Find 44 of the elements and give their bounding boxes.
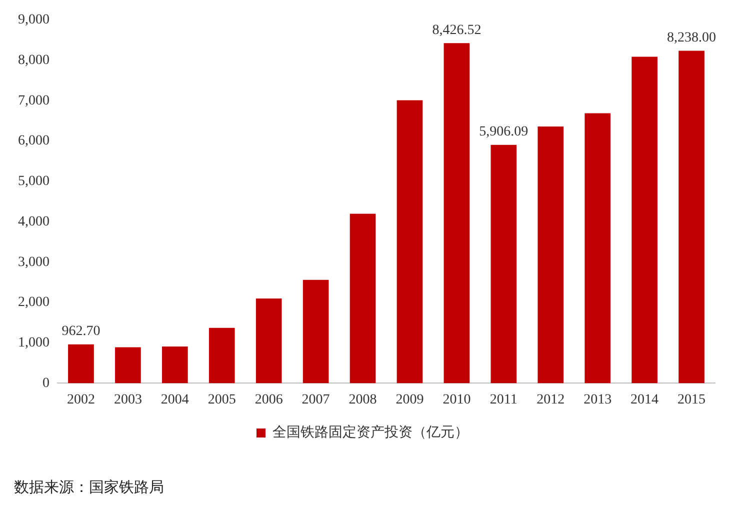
legend-label: 全国铁路固定资产投资（亿元） [272,424,468,441]
bar [444,43,470,384]
x-tick-label: 2007 [302,392,330,408]
x-tick-label: 2010 [442,392,471,408]
y-tick-label: 1,000 [18,336,50,351]
x-tick-label: 2015 [678,392,706,408]
bar [302,280,329,384]
source-note: 数据来源：国家铁路局 [14,478,164,497]
data-label: 962.70 [62,324,100,340]
x-tick-label: 2004 [160,392,189,408]
bar [208,328,235,384]
bar [115,347,141,384]
y-tick-label: 8,000 [18,53,50,68]
y-tick-label: 7,000 [18,93,50,108]
bar [396,100,423,384]
bar [256,298,282,384]
data-label: 8,426.52 [432,22,482,38]
y-tick-label: 9,000 [18,12,50,28]
x-tick-label: 2014 [630,392,659,408]
x-tick-label: 2003 [114,392,142,408]
y-tick-label: 3,000 [18,254,50,270]
y-tick-label: 2,000 [18,295,50,310]
bar [490,144,517,384]
bar [632,56,658,384]
x-tick-label: 2005 [208,392,236,408]
x-tick-label: 2006 [254,392,283,408]
x-tick-label: 2008 [348,392,377,408]
bar [350,214,376,384]
x-tick-label: 2013 [584,392,612,408]
y-tick-label: 5,000 [18,174,50,190]
bar [538,126,564,384]
x-tick-label: 2009 [396,392,424,408]
x-tick-label: 2011 [490,392,518,408]
y-tick-label: 6,000 [18,134,50,149]
y-tick-label: 4,000 [18,214,50,230]
bar [68,344,94,384]
x-tick-label: 2012 [536,392,565,408]
data-label: 8,238.00 [667,30,716,46]
bar [584,113,611,384]
y-tick-label: 0 [42,376,50,391]
bar [678,50,704,384]
x-tick-label: 2002 [66,392,95,408]
data-label: 5,906.09 [479,124,528,140]
bar [162,346,188,384]
